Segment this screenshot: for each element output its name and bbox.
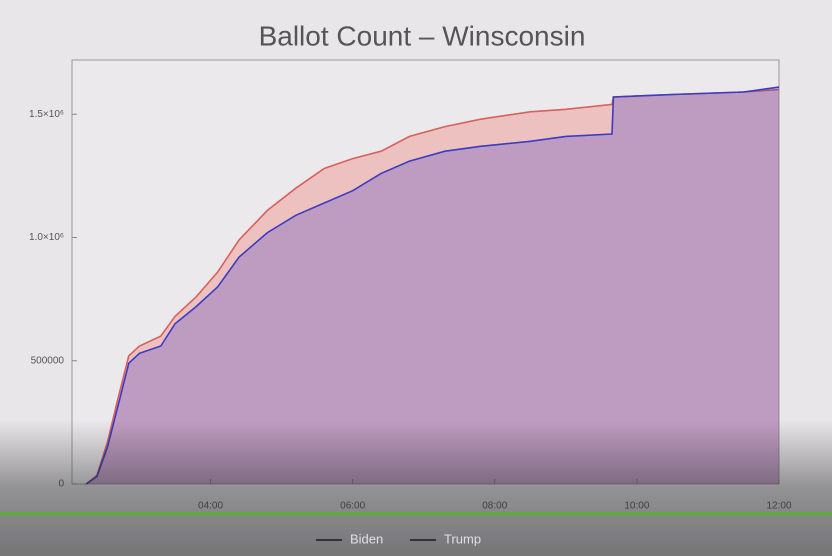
legend-label: Biden [350, 531, 383, 546]
series-line [85, 86, 780, 485]
video-overlay [0, 420, 832, 556]
chart-title: Ballot Count – Winsconsin [259, 20, 586, 51]
series-area [86, 87, 779, 484]
legend-label: Trump [444, 531, 481, 546]
plot-area [71, 59, 780, 485]
series-area [86, 89, 779, 484]
y-tick-label: 1.5×10⁶ [29, 109, 64, 120]
y-tick-label: 1.0×10⁶ [29, 232, 64, 243]
series-line [85, 88, 780, 485]
y-tick-label: 500000 [31, 355, 65, 366]
